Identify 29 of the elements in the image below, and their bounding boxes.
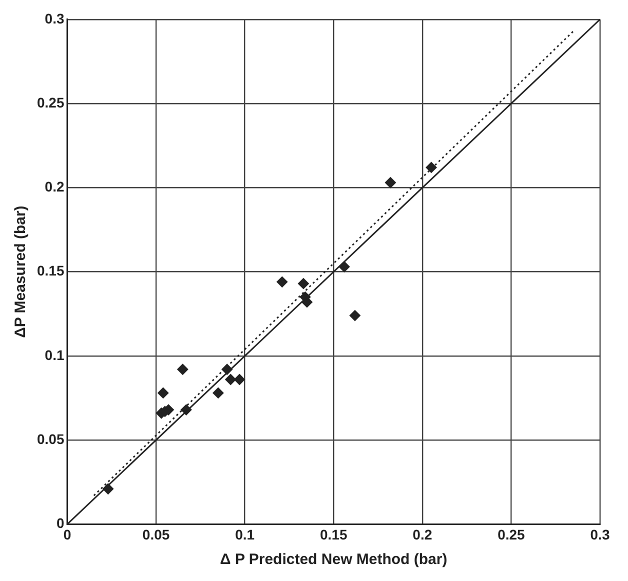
point bbox=[225, 374, 236, 385]
point bbox=[298, 278, 309, 290]
y-axis-title: ΔP Measured (bar) bbox=[12, 206, 30, 338]
y-tick-label: 0.1 bbox=[44, 346, 64, 363]
point bbox=[212, 387, 224, 398]
x-axis-title: Δ P Predicted New Method (bar) bbox=[220, 551, 448, 568]
point bbox=[384, 177, 396, 188]
y-tick-label: 0.2 bbox=[44, 178, 64, 195]
x-tick-label: 0.25 bbox=[498, 526, 526, 542]
x-tick-label: 0.1 bbox=[235, 526, 255, 542]
point bbox=[276, 276, 288, 288]
point bbox=[349, 310, 360, 322]
point bbox=[180, 404, 192, 416]
x-tick-label: 0.05 bbox=[142, 526, 170, 542]
y-tick-label: 0.3 bbox=[44, 10, 64, 26]
y-tick-label: 0.15 bbox=[37, 262, 64, 279]
x-tick-label: 0.2 bbox=[412, 526, 432, 542]
y-tick-label: 0.05 bbox=[37, 430, 64, 447]
x-tick-label: 0.3 bbox=[590, 526, 610, 542]
point bbox=[338, 261, 350, 272]
point bbox=[177, 364, 188, 375]
y-tick-label: 0 bbox=[56, 515, 64, 532]
point bbox=[222, 364, 233, 375]
x-tick-label: 0.15 bbox=[320, 526, 348, 542]
point bbox=[234, 374, 246, 385]
point bbox=[426, 162, 437, 173]
y-tick-label: 0.25 bbox=[37, 94, 64, 110]
point bbox=[158, 387, 169, 398]
point bbox=[102, 483, 114, 494]
